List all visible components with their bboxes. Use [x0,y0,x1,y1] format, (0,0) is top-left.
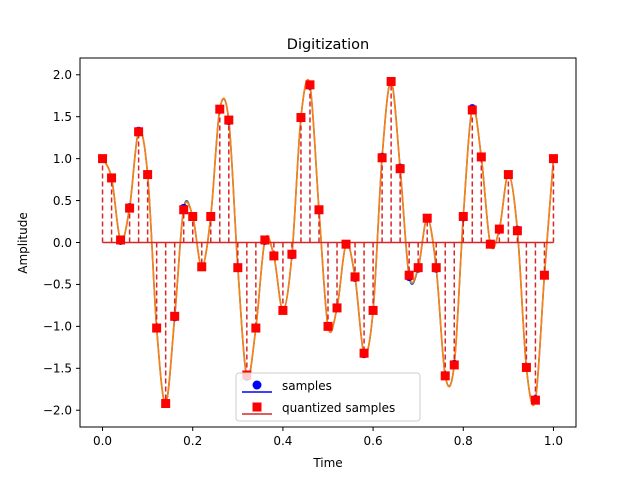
legend-label-samples: samples [282,379,332,393]
x-tick-label: 0.6 [364,434,383,448]
quantized-sample-point [467,105,477,115]
y-tick-label: −0.5 [43,278,72,292]
quantized-sample-point [386,76,396,86]
legend-entry-samples: samples [242,379,332,393]
legend-label-quantized-samples: quantized samples [282,401,395,415]
x-tick-label: 0.2 [183,434,202,448]
legend-square-marker-icon [252,402,262,412]
quantized-sample-point [530,395,540,405]
quantized-sample-point [494,224,504,234]
quantized-sample-point [548,154,558,164]
quantized-sample-point [359,348,369,358]
quantized-sample-point [161,399,171,409]
y-tick-label: 2.0 [53,68,72,82]
y-tick-label: −1.5 [43,362,72,376]
quantized-sample-point [404,270,414,280]
y-tick-label: 1.5 [53,110,72,124]
y-axis: −2.0 −1.5 −1.0 −0.5 0.0 0.5 1.0 1.5 2.0 [43,68,80,418]
y-tick-label: 0.5 [53,194,72,208]
quantized-sample-point [476,152,486,162]
markers-layer [98,76,558,409]
quantized-sample-point [413,263,423,273]
x-axis-label: Time [312,456,342,470]
quantized-sample-point [458,212,468,222]
quantized-sample-point [440,371,450,381]
quantized-sample-point [152,323,162,333]
legend-entry-quantized-samples: quantized samples [242,401,395,415]
x-tick-label: 0.0 [93,434,112,448]
legend: samples quantized samples [235,372,421,422]
quantized-sample-point [431,263,441,273]
quantized-sample-point [107,173,117,183]
quantized-sample-point [422,213,432,223]
y-tick-label: −2.0 [43,404,72,418]
quantized-sample-point [512,226,522,236]
quantized-sample-point [233,263,243,273]
quantized-sample-point [323,321,333,331]
quantized-sample-point [350,272,360,282]
quantized-sample-point [521,362,531,372]
quantized-sample-point [539,270,549,280]
quantized-sample-point [278,305,288,315]
quantized-sample-point [215,104,225,114]
y-axis-label: Amplitude [16,212,30,274]
quantized-sample-point [341,239,351,249]
chart-title: Digitization [287,37,369,53]
quantized-sample-point [269,251,279,261]
quantized-sample-point [377,153,387,163]
quantized-sample-point [395,164,405,174]
quantized-sample-point [98,154,108,164]
quantized-sample-point [314,205,324,215]
quantized-sample-point [260,235,270,245]
quantized-sample-point [449,360,459,370]
quantized-sample-point [179,205,189,215]
quantized-sample-point [125,203,135,213]
x-tick-label: 1.0 [544,434,563,448]
quantized-sample-point [332,303,342,313]
quantized-sample-point [197,262,207,272]
x-tick-label: 0.8 [454,434,473,448]
legend-circle-marker-icon [252,380,262,390]
y-tick-label: 1.0 [53,152,72,166]
quantized-sample-point [305,80,315,90]
quantized-sample-point [296,113,306,123]
quantized-sample-point [485,239,495,249]
quantized-sample-point [188,212,198,222]
quantized-sample-point [503,170,513,180]
y-tick-label: −1.0 [43,320,72,334]
quantized-sample-point [224,115,234,125]
plot-area [98,76,558,409]
quantized-sample-point [206,212,216,222]
quantized-sample-point [368,305,378,315]
quantized-sample-point [134,127,144,137]
quantized-sample-point [287,249,297,259]
stems-layer [101,81,555,404]
y-tick-label: 0.0 [53,236,72,250]
quantized-sample-point [170,311,180,321]
x-tick-label: 0.4 [273,434,292,448]
quantized-sample-point [251,323,261,333]
quantized-sample-point [116,235,126,245]
legend-box [235,372,421,422]
quantized-sample-point [143,170,153,180]
x-axis: 0.0 0.2 0.4 0.6 0.8 1.0 [93,427,563,448]
